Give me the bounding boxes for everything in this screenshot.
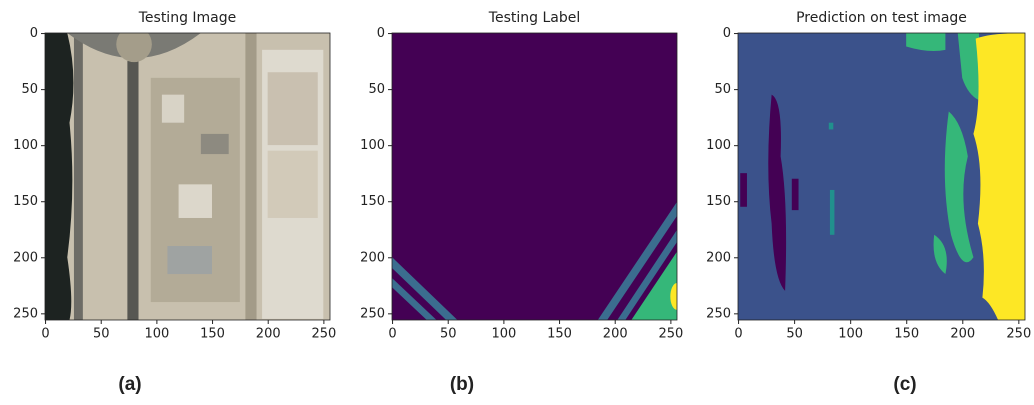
x-tick-label: 50	[440, 327, 457, 342]
y-tick-label: 150	[706, 194, 731, 209]
panel-caption: (c)	[893, 374, 916, 395]
x-tick-label: 200	[950, 327, 975, 342]
prediction-image	[738, 33, 1025, 320]
x-tick-label: 250	[1006, 327, 1031, 342]
axes-frame	[44, 32, 331, 321]
y-tick-label: 100	[360, 138, 385, 153]
y-tick-label: 0	[377, 26, 385, 41]
y-tick-label: 150	[13, 194, 38, 209]
y-tick-label: 200	[13, 250, 38, 265]
x-tick-label: 150	[547, 327, 572, 342]
y-tick-label: 0	[723, 26, 731, 41]
y-tick-label: 50	[714, 82, 731, 97]
x-tick-label: 0	[41, 327, 49, 342]
x-tick-label: 250	[658, 327, 683, 342]
x-tick-label: 200	[256, 327, 281, 342]
x-tick-label: 150	[200, 327, 225, 342]
label-image	[392, 33, 677, 320]
x-tick-label: 200	[603, 327, 628, 342]
x-tick-label: 150	[894, 327, 919, 342]
y-tick-label: 250	[706, 306, 731, 321]
y-tick-label: 50	[368, 82, 385, 97]
x-tick-label: 50	[786, 327, 803, 342]
axes-frame	[391, 32, 678, 321]
y-tick-label: 200	[706, 250, 731, 265]
y-tick-label: 100	[706, 138, 731, 153]
panel-title: Prediction on test image	[796, 10, 967, 26]
y-tick-label: 200	[360, 250, 385, 265]
y-tick-label: 50	[21, 82, 38, 97]
y-tick-label: 0	[30, 26, 38, 41]
y-tick-label: 100	[13, 138, 38, 153]
y-tick-label: 250	[360, 306, 385, 321]
satellite-image	[45, 33, 330, 320]
x-tick-label: 0	[388, 327, 396, 342]
x-tick-label: 0	[734, 327, 742, 342]
x-tick-label: 100	[838, 327, 863, 342]
panel-title: Testing Label	[488, 10, 580, 26]
axes-frame	[737, 32, 1026, 321]
y-tick-label: 150	[360, 194, 385, 209]
y-tick-label: 250	[13, 306, 38, 321]
panel-caption: (b)	[450, 374, 474, 395]
panel-caption: (a)	[118, 374, 141, 395]
x-tick-label: 100	[491, 327, 516, 342]
x-tick-label: 100	[144, 327, 169, 342]
x-tick-label: 50	[93, 327, 110, 342]
panel-title: Testing Image	[138, 10, 237, 26]
x-tick-label: 250	[311, 327, 336, 342]
